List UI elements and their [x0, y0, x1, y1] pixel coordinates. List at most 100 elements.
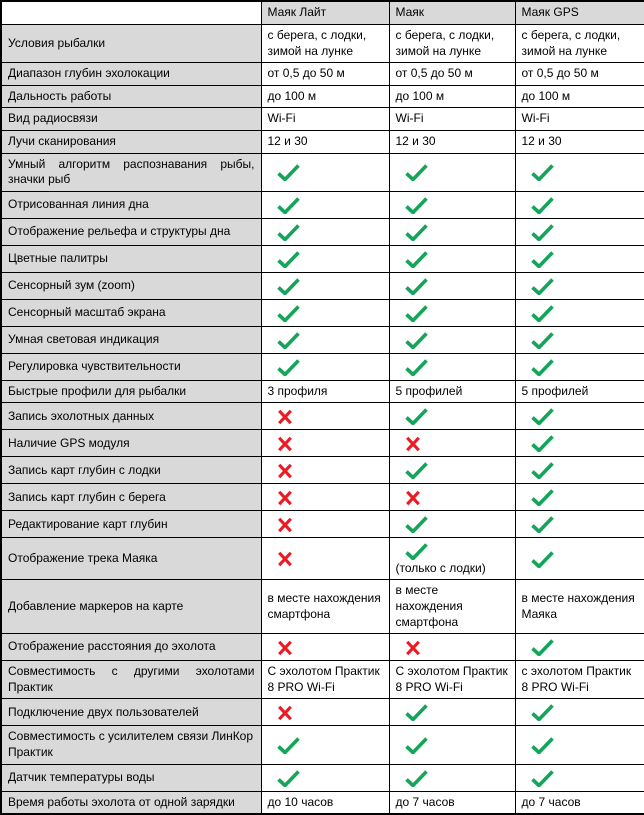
table-row: Условия рыбалки с берега, с лодки, зимой …	[0, 23, 644, 64]
check-icon	[404, 305, 428, 322]
cell-text: в месте нахождения Маяка	[521, 591, 635, 621]
value-cell: до 100 м	[388, 84, 516, 109]
cell-text: до 7 часов	[521, 794, 581, 809]
product-header-mayak: Маяк	[388, 0, 516, 25]
value-cell	[514, 244, 644, 273]
value-cell	[260, 217, 390, 246]
cross-icon	[277, 463, 292, 479]
check-icon	[276, 769, 300, 787]
check-icon	[530, 251, 554, 268]
row-label: Отображение трека Маяка	[0, 537, 262, 581]
check-icon	[276, 737, 300, 754]
value-cell	[514, 429, 644, 458]
table-row: Сенсорный зум (zoom)	[0, 271, 644, 300]
value-cell	[388, 483, 516, 512]
table-row: Добавление маркеров на карте в месте нахо…	[0, 579, 644, 635]
check-icon	[530, 769, 554, 787]
check-icon	[404, 251, 428, 268]
check-icon	[530, 197, 554, 214]
table-row: Регулировка чувствительности	[0, 352, 644, 381]
row-label: Умная световая индикация	[0, 325, 262, 354]
value-cell	[388, 763, 516, 792]
value-cell	[260, 325, 390, 354]
row-label: Совместимость с усилителем связи ЛинКор …	[0, 725, 262, 765]
value-cell	[388, 217, 516, 246]
table-row: Отображение трека Маяка (только с лодки)	[0, 537, 644, 581]
value-cell: до 100 м	[260, 84, 390, 109]
value-cell	[514, 456, 644, 485]
table-row: Совместимость с другими эхолотами Практи…	[0, 660, 644, 700]
value-cell: до 7 часов	[514, 790, 644, 815]
cell-text: 12 и 30	[395, 133, 436, 148]
cell-text: Wi-Fi	[395, 111, 424, 126]
cell-text: с берега, с лодки, зимой на лунке	[521, 28, 621, 58]
check-icon	[276, 224, 300, 241]
check-icon	[530, 704, 554, 722]
table-body: Условия рыбалки с берега, с лодки, зимой …	[0, 23, 644, 815]
row-label: Отображение рельефа и структуры дна	[0, 217, 262, 246]
value-cell	[388, 429, 516, 458]
cross-icon	[277, 436, 292, 452]
check-icon	[404, 278, 428, 295]
check-icon	[404, 197, 428, 214]
value-cell: до 7 часов	[388, 790, 516, 815]
cell-text: от 0,5 до 50 м	[521, 66, 599, 81]
value-cell	[388, 352, 516, 381]
value-cell	[260, 456, 390, 485]
value-cell: 5 профилей	[514, 379, 644, 404]
row-label: Наличие GPS модуля	[0, 429, 262, 458]
value-cell: 5 профилей	[388, 379, 516, 404]
value-cell	[388, 633, 516, 662]
table-row: Запись эхолотных данных	[0, 402, 644, 431]
row-label: Умный алгоритм распознавания рыбы, значк…	[0, 152, 262, 192]
cell-text: С эхолотом Практик 8 PRO Wi-Fi	[267, 664, 380, 694]
table-row: Дальность работы до 100 м до 100 м до 100 м	[0, 84, 644, 109]
check-icon	[276, 359, 300, 376]
value-cell: С эхолотом Практик 8 PRO Wi-Fi	[388, 660, 516, 700]
row-label: Регулировка чувствительности	[0, 352, 262, 381]
check-icon	[530, 164, 554, 182]
cross-icon	[277, 640, 292, 655]
corner-cell	[0, 0, 262, 25]
check-icon	[404, 359, 428, 376]
cell-text: 12 и 30	[267, 133, 308, 148]
table-row: Диапазон глубин эхолокации от 0,5 до 50 м…	[0, 62, 644, 86]
table-row: Умная световая индикация	[0, 325, 644, 354]
value-cell	[388, 190, 516, 219]
value-cell	[260, 510, 390, 539]
cell-text: 3 профиля	[267, 383, 328, 398]
row-label: Цветные палитры	[0, 244, 262, 273]
value-cell: от 0,5 до 50 м	[514, 62, 644, 86]
value-cell	[388, 402, 516, 431]
value-cell	[260, 633, 390, 662]
value-cell: в месте нахождения смартфона	[388, 579, 516, 635]
check-icon	[276, 332, 300, 349]
value-cell: от 0,5 до 50 м	[260, 62, 390, 86]
value-cell	[260, 298, 390, 327]
value-cell: с берега, с лодки, зимой на лунке	[388, 23, 516, 64]
table-row: Датчик температуры воды	[0, 763, 644, 792]
value-cell	[388, 152, 516, 192]
cross-icon	[405, 640, 420, 655]
value-cell	[514, 190, 644, 219]
product-header-mayak-gps: Маяк GPS	[514, 0, 644, 25]
check-icon	[530, 224, 554, 241]
value-cell	[514, 402, 644, 431]
cell-text: Wi-Fi	[521, 111, 550, 126]
check-icon	[530, 435, 554, 453]
check-icon	[276, 164, 300, 182]
check-icon	[530, 332, 554, 349]
value-cell	[514, 633, 644, 662]
cell-text: с берега, с лодки, зимой на лунке	[267, 28, 367, 58]
value-cell	[514, 537, 644, 581]
value-cell	[514, 352, 644, 381]
row-label: Добавление маркеров на карте	[0, 579, 262, 635]
value-cell: Wi-Fi	[388, 107, 516, 131]
value-cell	[388, 325, 516, 354]
check-icon	[404, 769, 428, 787]
value-cell	[388, 510, 516, 539]
check-icon	[530, 551, 554, 568]
cross-icon	[277, 409, 292, 425]
value-cell	[514, 152, 644, 192]
